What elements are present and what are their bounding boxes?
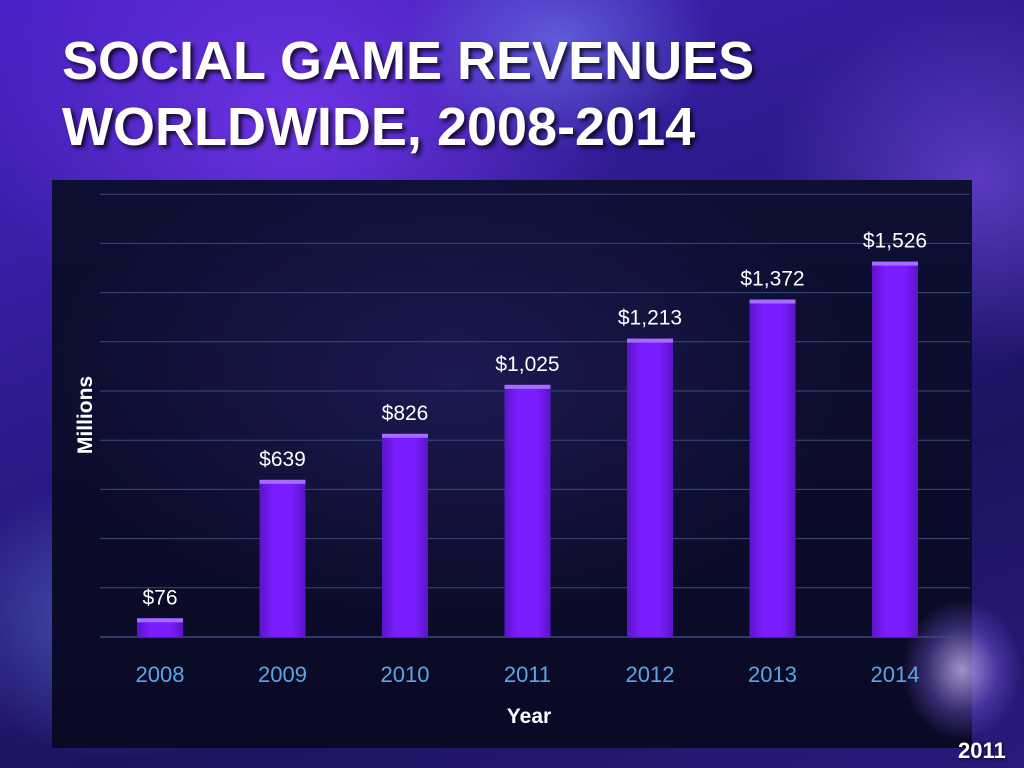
- corner-year-badge: 2011: [958, 738, 1006, 763]
- bar-2013: [749, 299, 796, 637]
- x-tick-label-2010: 2010: [381, 662, 430, 687]
- x-tick-label-2009: 2009: [258, 662, 307, 687]
- data-labels: $76 $639 $826 $1,025 $1,213 $1,372 $1,526: [142, 230, 927, 610]
- data-label-2012: $1,213: [618, 307, 682, 330]
- y-axis-title: Millions: [74, 376, 97, 454]
- data-label-2011: $1,025: [495, 353, 559, 376]
- data-label-2014: $1,526: [863, 230, 927, 253]
- corner-portrait-image: [900, 600, 1024, 768]
- x-tick-label-2011: 2011: [504, 662, 551, 687]
- x-tick-label-2013: 2013: [748, 662, 797, 687]
- bar-cap-2009: [259, 479, 306, 484]
- x-tick-label-2012: 2012: [626, 662, 675, 687]
- bar-2008: [137, 618, 183, 637]
- bar-2012: [627, 338, 673, 637]
- bar-cap-2008: [137, 618, 183, 623]
- slide-title-line-1: SOCIAL GAME REVENUES: [62, 31, 755, 91]
- bar-2011: [504, 384, 551, 637]
- data-label-2008: $76: [142, 586, 177, 609]
- x-tick-label-2014: 2014: [871, 662, 920, 687]
- slide-title-line-2: WORLDWIDE, 2008-2014: [62, 97, 696, 157]
- x-axis-title: Year: [507, 705, 551, 728]
- bar-2009: [259, 479, 306, 637]
- bar-2010: [382, 433, 428, 637]
- bar-2014: [872, 261, 918, 637]
- data-label-2013: $1,372: [740, 267, 804, 290]
- x-axis-tick-labels: 2008 2009 2010 2011 2012 2013 2014: [136, 662, 920, 687]
- bar-cap-2010: [382, 433, 428, 438]
- bar-cap-2011: [504, 384, 551, 389]
- bar-cap-2012: [627, 338, 673, 343]
- bars: [137, 261, 918, 637]
- bar-cap-2013: [749, 299, 796, 304]
- bar-cap-2014: [872, 261, 918, 266]
- slide-title: SOCIAL GAME REVENUES WORLDWIDE, 2008-201…: [62, 28, 942, 160]
- data-label-2010: $826: [382, 402, 429, 425]
- x-tick-label-2008: 2008: [136, 662, 185, 687]
- data-label-2009: $639: [259, 448, 306, 471]
